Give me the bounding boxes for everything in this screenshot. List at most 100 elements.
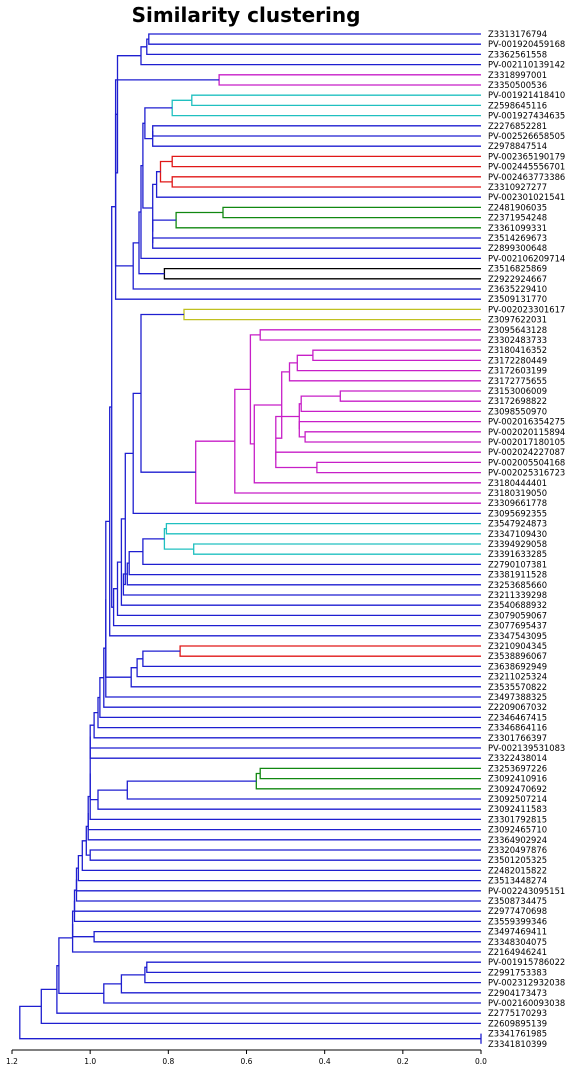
dendrogram-link <box>105 599 481 698</box>
dendrogram-link <box>144 966 481 984</box>
leaf-label: PV-002312932038 <box>488 978 565 988</box>
dendrogram-link <box>142 650 481 668</box>
leaf-label: Z3497469411 <box>488 927 547 937</box>
dendrogram-link <box>89 724 481 749</box>
leaf-label: Z3310927277 <box>488 182 547 192</box>
leaf-label: Z3253697226 <box>488 763 547 773</box>
dendrogram-link <box>312 349 481 362</box>
dendrogram-link <box>140 46 481 66</box>
x-tick-label: 0.8 <box>162 1057 174 1066</box>
leaf-label: Z3635229410 <box>488 284 547 294</box>
leaf-label: Z3079059067 <box>488 610 547 620</box>
leaf-label: Z3547924873 <box>488 519 547 529</box>
dendrogram-link <box>146 961 481 974</box>
leaf-label: Z3508734475 <box>488 896 547 906</box>
x-tick-label: 0.4 <box>319 1057 331 1066</box>
x-tick-label: 1.0 <box>84 1057 96 1066</box>
dendrogram-link <box>255 772 481 790</box>
leaf-label: Z2790107381 <box>488 559 547 569</box>
leaf-label: Z3509131770 <box>488 294 547 304</box>
dendrogram-link <box>140 313 196 473</box>
leaf-label: Z2991753383 <box>488 967 547 977</box>
dendrogram-link <box>77 854 481 882</box>
leaf-label: Z3350500536 <box>488 80 547 90</box>
leaf-label: Z2598645116 <box>488 100 547 110</box>
x-tick-label: 0.2 <box>397 1057 409 1066</box>
leaf-labels: Z3313176794PV-001920459168Z3362561558PV-… <box>488 29 565 1049</box>
leaf-label: Z3346864116 <box>488 723 547 733</box>
dendrogram-link <box>144 107 173 140</box>
leaf-label: Z3347543095 <box>488 631 547 641</box>
leaf-label: Z3180416352 <box>488 345 547 355</box>
dendrogram-link <box>97 696 481 729</box>
leaf-label: Z2371954248 <box>488 213 547 223</box>
leaf-label: Z3341761985 <box>488 1029 547 1039</box>
leaf-label: Z3516825869 <box>488 264 547 274</box>
dendrogram-link <box>191 94 481 107</box>
leaf-label: PV-002023301617 <box>488 304 565 314</box>
dendrogram-link <box>115 55 141 174</box>
dendrogram-link <box>218 74 481 86</box>
dendrogram-link <box>288 362 481 382</box>
leaf-label: Z2977470698 <box>488 906 547 916</box>
leaf-label: PV-002110139142 <box>488 60 565 70</box>
leaf-label: PV-002017180105 <box>488 437 565 447</box>
leaf-label: PV-002016354275 <box>488 417 565 427</box>
dendrogram-link <box>275 451 481 469</box>
dendrogram-link <box>296 354 481 372</box>
dendrogram-link <box>40 988 481 1025</box>
dendrogram-link <box>259 329 481 341</box>
leaf-label: PV-002445556701 <box>488 162 565 172</box>
leaf-label: Z2346467415 <box>488 712 547 722</box>
dendrogram-link <box>112 588 481 627</box>
leaf-label: Z2209067032 <box>488 702 547 712</box>
leaf-label: PV-002139531083 <box>488 743 565 753</box>
leaf-label: PV-002301021541 <box>488 192 565 202</box>
x-tick-label: 0.0 <box>475 1057 487 1066</box>
leaf-label: PV-002005504168 <box>488 457 565 467</box>
leaf-label: Z3172603199 <box>488 366 547 376</box>
leaf-label: Z3394929058 <box>488 539 547 549</box>
leaf-label: Z3092507214 <box>488 794 547 804</box>
leaf-label: Z3309661778 <box>488 498 547 508</box>
leaf-label: PV-002463773386 <box>488 172 565 182</box>
leaf-label: Z2609895139 <box>488 1018 547 1028</box>
leaf-label: Z3559399346 <box>488 916 547 926</box>
leaf-label: Z3364902924 <box>488 835 547 845</box>
leaf-label: Z3092411583 <box>488 804 547 814</box>
leaf-label: Z3095692355 <box>488 508 547 518</box>
leaf-label: PV-002243095151 <box>488 886 565 896</box>
dendrogram-link <box>163 528 194 550</box>
dendrogram-link <box>148 33 481 45</box>
leaf-label: Z3301766397 <box>488 733 547 743</box>
dendrogram-link <box>75 879 481 902</box>
leaf-label: Z3513448274 <box>488 876 547 886</box>
leaf-label: Z3638692949 <box>488 661 547 671</box>
leaf-label: Z3097622031 <box>488 315 547 325</box>
dendrogram-link <box>120 518 481 606</box>
leaf-label: Z3361099331 <box>488 223 547 233</box>
dendrogram-link <box>152 237 481 249</box>
leaf-label: Z3301792815 <box>488 814 547 824</box>
leaf-label: Z3172775655 <box>488 376 547 386</box>
leaf-label: Z2922924667 <box>488 274 547 284</box>
dendrogram-link <box>193 543 481 555</box>
dendrogram-link <box>163 267 481 280</box>
dendrogram-link <box>300 395 481 413</box>
dendrogram-link <box>109 406 481 637</box>
leaf-label: Z3098550970 <box>488 406 547 416</box>
dendrogram-link <box>89 849 481 861</box>
dendrogram-link <box>81 840 481 872</box>
dendrogram-link <box>304 431 481 443</box>
dendrogram-link <box>275 415 300 460</box>
leaf-label: Z3302483733 <box>488 335 547 345</box>
leaf-label: Z3341810399 <box>488 1039 547 1049</box>
dendrogram-link <box>171 176 481 188</box>
leaf-label: PV-002365190179 <box>488 151 565 161</box>
leaf-label: PV-001920459168 <box>488 39 565 49</box>
leaf-label: Z2276852281 <box>488 121 547 131</box>
leaf-label: Z3540688932 <box>488 600 547 610</box>
leaf-label: PV-001927434635 <box>488 111 565 121</box>
leaf-label: Z3318997001 <box>488 70 547 80</box>
leaf-label: Z3381911528 <box>488 570 547 580</box>
